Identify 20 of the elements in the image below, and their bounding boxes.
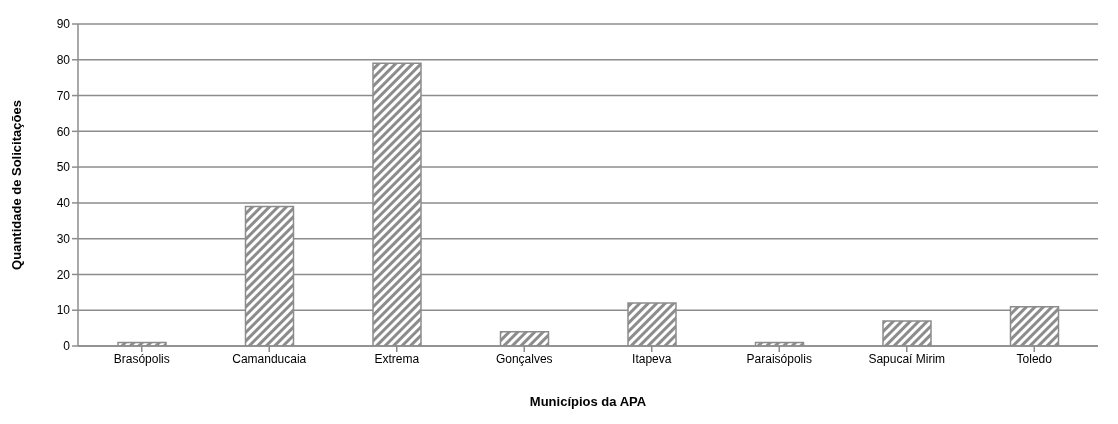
y-tick-label: 50 [56, 160, 71, 175]
y-tick-label: 40 [56, 196, 71, 211]
x-tick-label: Toledo [1016, 351, 1053, 366]
x-tick-label: Extrema [374, 351, 420, 366]
y-tick-label: 60 [56, 124, 71, 139]
y-tick-label: 10 [56, 303, 71, 318]
y-tick-label: 30 [56, 231, 71, 246]
x-tick-label: Camanducaia [232, 351, 307, 366]
x-tick-label: Itapeva [632, 351, 672, 366]
y-tick-label: 70 [56, 88, 71, 103]
x-tick-label: Brasópolis [113, 351, 170, 366]
y-tick-label: 80 [56, 53, 71, 68]
y-tick-label: 20 [56, 267, 71, 282]
x-axis-title: Municípios da APA [529, 394, 647, 409]
y-tick-label: 90 [56, 17, 71, 32]
y-tick-label: 0 [63, 339, 71, 354]
x-tick-label: Paraisópolis [746, 351, 812, 366]
x-tick-label: Sapucaí Mirim [868, 351, 946, 366]
x-tick-label: Gonçalves [495, 351, 553, 366]
y-axis-title: Quantidade de Solicitações [8, 100, 24, 270]
